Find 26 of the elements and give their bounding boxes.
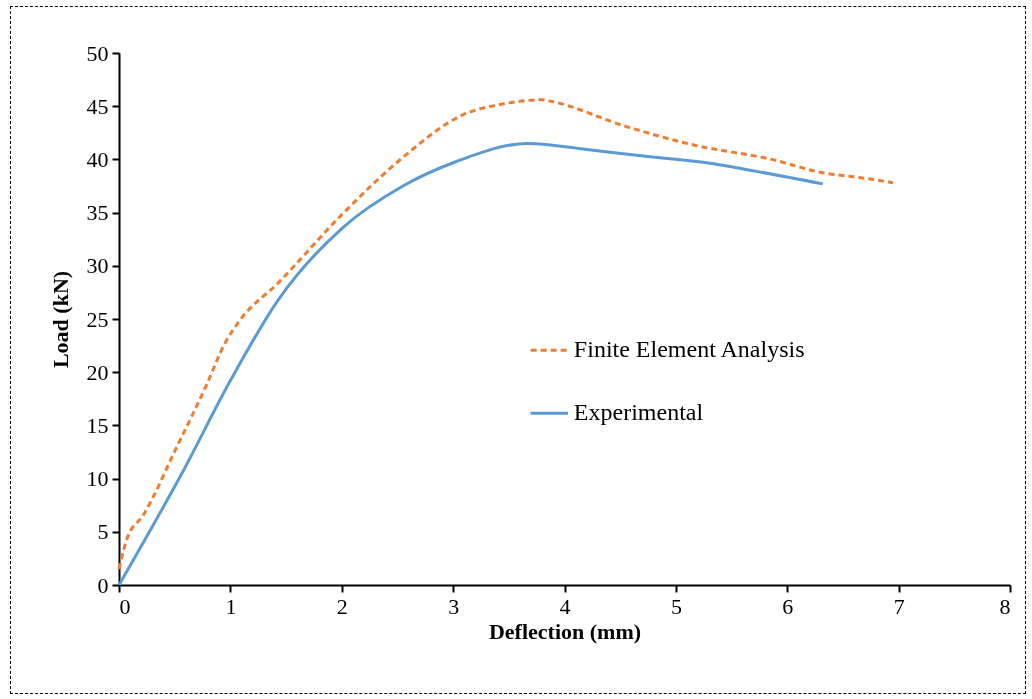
y-tick-label: 20	[86, 359, 109, 385]
line-series	[117, 141, 825, 587]
x-tick-label: 4	[559, 593, 571, 619]
legend-label: Finite Element Analysis	[573, 336, 805, 363]
x-tick-label: 8	[999, 593, 1011, 619]
x-tick-label: 7	[893, 593, 905, 619]
y-tick-label: 5	[97, 519, 109, 545]
x-axis-title: Deflection (mm)	[488, 618, 642, 644]
y-tick-label: 25	[86, 306, 109, 332]
y-tick-label: 10	[86, 466, 109, 492]
y-tick-label: 15	[86, 412, 109, 438]
x-tick-label: 1	[225, 593, 237, 619]
y-tick-label: 35	[86, 200, 109, 226]
x-tick-label: 6	[782, 593, 794, 619]
x-tick-label: 2	[336, 593, 348, 619]
y-tick-label: 45	[86, 93, 109, 119]
y-tick-label: 50	[86, 40, 109, 66]
legend-label: Experimental	[573, 399, 704, 426]
y-tick-label: 30	[86, 253, 109, 279]
y-tick-label: 0	[97, 572, 109, 598]
x-tick-label: 0	[119, 593, 131, 619]
y-tick-label: 40	[86, 146, 109, 172]
y-axis-title: Load (kN)	[47, 270, 73, 369]
x-tick-label: 3	[448, 593, 460, 619]
x-tick-label: 5	[670, 593, 682, 619]
line-series	[117, 98, 895, 571]
